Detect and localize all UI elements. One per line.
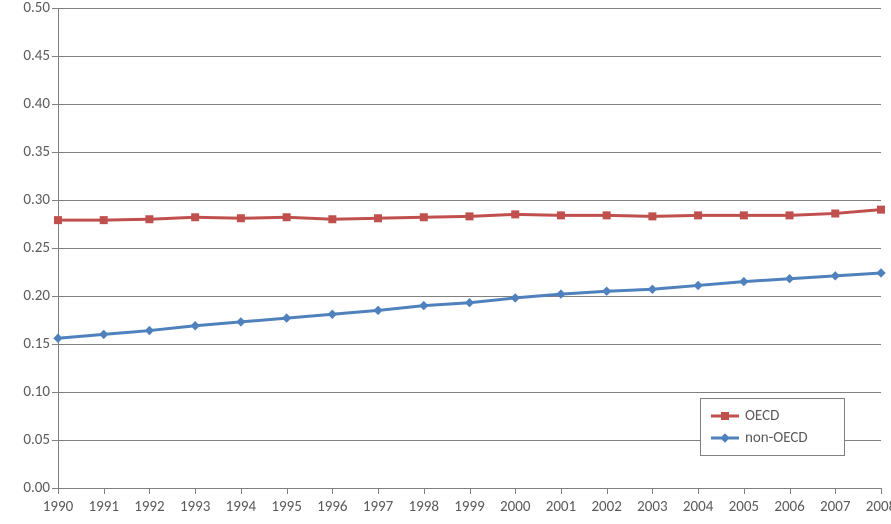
series-marker [420,214,427,221]
x-tick-label: 2004 [683,498,713,516]
series-marker [375,215,382,222]
series-marker [283,314,291,322]
x-tick-mark [790,488,791,494]
series-marker [557,212,564,219]
x-tick-label: 1995 [271,498,301,516]
series-marker [237,318,245,326]
series-marker [55,217,62,224]
legend: OECD non-OECD [700,398,845,456]
x-tick-label: 2008 [866,498,891,516]
x-tick-mark [698,488,699,494]
x-tick-mark [58,488,59,494]
y-tick-label: 0.00 [8,479,50,497]
x-tick-mark [287,488,288,494]
y-tick-label: 0.25 [8,239,50,257]
series-marker [329,216,336,223]
series-marker [878,206,885,213]
x-tick-mark [607,488,608,494]
series-marker [648,285,656,293]
series-marker [466,299,474,307]
x-tick-mark [195,488,196,494]
x-tick-mark [241,488,242,494]
series-marker [191,322,199,330]
y-tick-label: 0.35 [8,143,50,161]
x-tick-label: 2000 [500,498,530,516]
series-marker [192,214,199,221]
series-marker [146,216,153,223]
series-marker [831,272,839,280]
series-marker [740,278,748,286]
legend-entry: non-OECD [711,427,834,449]
series-marker [237,215,244,222]
legend-swatch [711,410,739,422]
series-marker [374,306,382,314]
x-tick-label: 2006 [774,498,804,516]
series-marker [512,211,519,218]
x-tick-mark [881,488,882,494]
series-marker [420,302,428,310]
x-tick-label: 2001 [546,498,576,516]
x-tick-label: 1992 [134,498,164,516]
series-marker [466,213,473,220]
series-marker [832,210,839,217]
y-tick-label: 0.05 [8,431,50,449]
x-tick-label: 2007 [820,498,850,516]
series-marker [603,287,611,295]
x-tick-mark [424,488,425,494]
x-tick-label: 2003 [637,498,667,516]
x-tick-label: 2002 [591,498,621,516]
x-tick-label: 1997 [363,498,393,516]
series-marker [511,294,519,302]
legend-label: OECD [745,407,779,425]
x-tick-label: 1990 [43,498,73,516]
line-chart: 0.00 0.05 0.10 0.15 0.20 0.25 0.30 0.35 0.40 0.45… [0,0,891,524]
x-tick-mark [835,488,836,494]
series-marker [649,213,656,220]
legend-entry: OECD [711,405,834,427]
series-marker [557,290,565,298]
x-tick-mark [378,488,379,494]
x-tick-mark [149,488,150,494]
x-tick-label: 1994 [226,498,256,516]
x-tick-mark [515,488,516,494]
x-tick-label: 1996 [317,498,347,516]
y-tick-label: 0.40 [8,95,50,113]
y-tick-label: 0.45 [8,47,50,65]
series-marker [54,334,62,342]
series-marker [328,310,336,318]
series-marker [695,212,702,219]
x-tick-mark [332,488,333,494]
legend-swatch [711,432,739,444]
y-tick-label: 0.10 [8,383,50,401]
series-marker [145,327,153,335]
series-marker [603,212,610,219]
x-tick-label: 1998 [409,498,439,516]
x-tick-mark [744,488,745,494]
series-marker [100,217,107,224]
y-tick-label: 0.15 [8,335,50,353]
x-tick-label: 1999 [454,498,484,516]
series-marker [100,330,108,338]
x-tick-label: 1991 [89,498,119,516]
x-tick-mark [652,488,653,494]
x-tick-label: 2005 [729,498,759,516]
series-marker [694,281,702,289]
series-marker [877,269,885,277]
legend-label: non-OECD [745,429,808,447]
series-marker [740,212,747,219]
x-tick-mark [561,488,562,494]
y-tick-label: 0.20 [8,287,50,305]
series-marker [786,212,793,219]
y-tick-label: 0.50 [8,0,50,17]
x-tick-label: 1993 [180,498,210,516]
x-tick-mark [470,488,471,494]
x-tick-mark [104,488,105,494]
series-marker [786,275,794,283]
series-marker [283,214,290,221]
y-tick-label: 0.30 [8,191,50,209]
